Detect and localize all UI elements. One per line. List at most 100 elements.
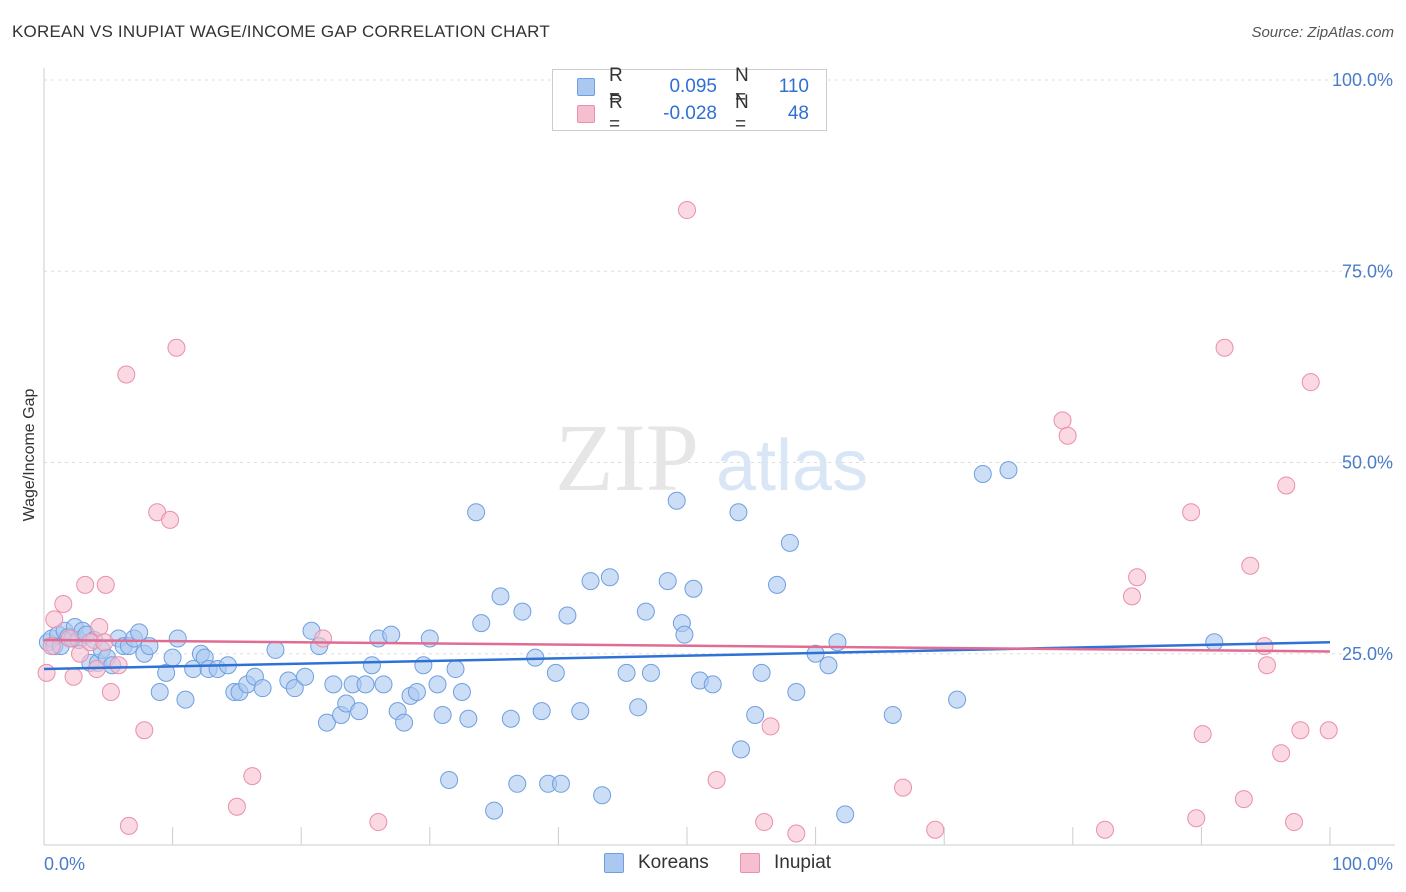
correlation-legend: R = 0.095 N = 110 R = -0.028 N = 48 [552,65,827,135]
koreans-r-label: R = [609,65,623,108]
inupiat-point [1284,813,1303,832]
inupiat-point [76,575,95,594]
korean-point [382,625,401,644]
inupiat-point [926,820,945,839]
korean-point [532,702,551,721]
inupiat-point [227,797,246,816]
legend-inupiat-label: Inupiat [774,852,832,873]
inupiat-point [60,629,79,648]
y-tick-label: 100.0% [1332,70,1393,90]
koreans-swatch [577,78,595,96]
inupiat-point [1215,338,1234,357]
trend-lines [43,638,1331,671]
korean-point [752,663,771,682]
korean-point [675,625,694,644]
korean-point [296,667,315,686]
tick-labels: 25.0% 50.0% 75.0% 100.0% 0.0% 100.0% [44,70,1393,874]
korean-point [285,679,304,698]
korean-point [1205,633,1224,652]
legend-item-koreans: Koreans [604,852,709,874]
inupiat-point [64,667,83,686]
inupiat-point [1272,744,1291,763]
inupiat-point [161,510,180,529]
inupiat-point [1234,790,1253,809]
inupiat-r-value: -0.028 [663,103,717,124]
korean-point [999,461,1018,480]
inupiat-point [1277,476,1296,495]
korean-point [440,770,459,789]
korean-point [472,614,491,633]
korean-point [356,675,375,694]
y-tick-label: 25.0% [1342,644,1393,664]
inupiat-swatch [577,105,595,123]
inupiat-point [1301,373,1320,392]
legend-koreans-swatch [604,853,624,873]
inupiat-point [1291,721,1310,740]
inupiat-point [761,717,780,736]
inupiat-point [1257,656,1276,675]
x-tick-label: 0.0% [44,854,85,874]
inupiat-point [1319,721,1338,740]
inupiat-trend-line [43,638,1331,653]
inupiat-point [45,610,64,629]
inupiat-point [42,637,61,656]
korean-point [684,579,703,598]
legend-koreans-label: Koreans [638,852,709,873]
korean-point [948,690,967,709]
korean-point [732,740,751,759]
y-axis-label: Wage/Income Gap [21,389,38,522]
korean-point [350,702,369,721]
korean-point [176,690,195,709]
inupiat-point [1058,426,1077,445]
korean-point [658,572,677,591]
korean-point [168,629,187,648]
korean-point [428,675,447,694]
korean-point [163,648,182,667]
inupiat-point [1095,820,1114,839]
gridlines [44,79,1395,655]
korean-point [485,801,504,820]
korean-point [629,698,648,717]
korean-point [600,568,619,587]
korean-point [636,602,655,621]
chart-title: KOREAN VS INUPIAT WAGE/INCOME GAP CORREL… [12,22,550,41]
legend-row-inupiat: R = -0.028 N = 48 [553,92,809,135]
korean-point [157,663,176,682]
inupiat-point [37,663,56,682]
korean-point [558,606,577,625]
inupiat-point [101,683,120,701]
inupiat-point [95,633,114,652]
korean-point [883,705,902,724]
korean-point [266,640,285,659]
koreans-n-label: N = [735,65,749,108]
korean-point [667,491,686,510]
inupiat-n-label: N = [735,92,749,135]
korean-point [593,786,612,805]
inupiat-point [135,721,154,740]
series-inupiat [37,201,1338,843]
y-tick-label: 50.0% [1342,453,1393,473]
inupiat-point [1122,587,1141,606]
korean-point [729,503,748,522]
inupiat-point [167,338,186,357]
inupiat-point [1128,568,1147,587]
inupiat-point [1053,411,1072,430]
korean-point [317,713,336,732]
korean-point [407,683,426,701]
inupiat-point [678,201,696,220]
legend-inupiat-swatch [740,853,760,873]
inupiat-point [1182,503,1201,522]
inupiat-point [71,644,90,663]
korean-point [836,805,855,824]
koreans-n-value: 110 [778,76,809,97]
korean-point [324,675,343,694]
series-legend: Koreans Inupiat [0,850,1406,878]
korean-point [374,675,393,694]
inupiat-point [54,595,73,614]
korean-point [571,702,590,721]
koreans-r-value: 0.095 [669,76,717,97]
legend-item-inupiat: Inupiat [740,852,831,874]
korean-point [433,705,452,724]
watermark: ZIP atlas [555,404,868,511]
